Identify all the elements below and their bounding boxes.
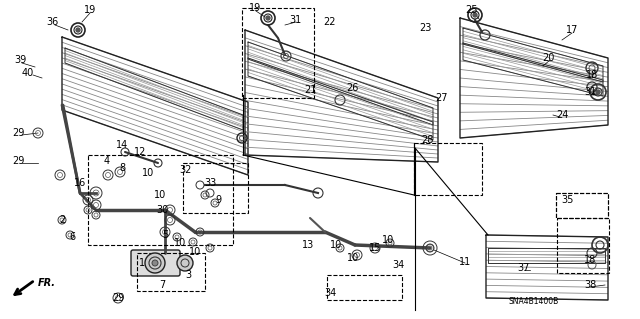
Text: 20: 20: [542, 53, 554, 63]
Text: FR.: FR.: [38, 278, 56, 288]
Text: 23: 23: [419, 23, 431, 33]
Text: 38: 38: [584, 280, 596, 290]
Bar: [183, 163, 248, 213]
Text: 22: 22: [324, 17, 336, 27]
Text: 2: 2: [59, 215, 65, 225]
Bar: [242, 8, 314, 98]
Text: 7: 7: [159, 280, 165, 290]
Circle shape: [177, 255, 193, 271]
Circle shape: [76, 28, 80, 32]
Bar: [327, 275, 402, 300]
Text: 10: 10: [174, 238, 186, 248]
Text: 25: 25: [466, 5, 478, 15]
Text: 4: 4: [104, 156, 110, 166]
Text: 16: 16: [74, 178, 86, 188]
Text: 28: 28: [421, 135, 433, 145]
Text: 19: 19: [249, 3, 261, 13]
Text: 5: 5: [162, 230, 168, 240]
Text: 11: 11: [459, 257, 471, 267]
Text: 40: 40: [22, 68, 34, 78]
Text: 10: 10: [189, 247, 201, 257]
Circle shape: [149, 257, 161, 269]
Text: 30: 30: [156, 205, 168, 215]
Circle shape: [596, 90, 600, 94]
Text: 10: 10: [330, 240, 342, 250]
Text: 32: 32: [179, 165, 191, 175]
Text: 15: 15: [369, 243, 381, 253]
Text: 26: 26: [346, 83, 358, 93]
Text: 24: 24: [556, 110, 568, 120]
Text: 8: 8: [119, 163, 125, 173]
Text: 39: 39: [14, 55, 26, 65]
Text: 9: 9: [215, 195, 221, 205]
Text: 31: 31: [584, 87, 596, 97]
Text: 34: 34: [324, 288, 336, 298]
Text: 6: 6: [69, 232, 75, 242]
Text: 29: 29: [12, 128, 24, 138]
Bar: [556, 193, 608, 218]
Text: 21: 21: [304, 85, 316, 95]
Text: SNA4B1400B: SNA4B1400B: [509, 298, 559, 307]
Circle shape: [145, 253, 165, 273]
Text: 18: 18: [586, 70, 598, 80]
Circle shape: [152, 260, 158, 266]
Text: 14: 14: [116, 140, 128, 150]
Text: 27: 27: [436, 93, 448, 103]
Text: 34: 34: [392, 260, 404, 270]
Text: 10: 10: [347, 253, 359, 263]
Circle shape: [266, 16, 270, 20]
Bar: [556, 193, 608, 218]
Text: 10: 10: [154, 190, 166, 200]
Bar: [557, 218, 609, 273]
FancyBboxPatch shape: [131, 250, 180, 276]
Text: 1: 1: [139, 258, 145, 268]
Text: 10: 10: [142, 168, 154, 178]
Text: 3: 3: [185, 270, 191, 280]
Bar: [88, 155, 233, 245]
Text: 12: 12: [134, 147, 146, 157]
Text: 37: 37: [518, 263, 530, 273]
Text: 31: 31: [289, 15, 301, 25]
Text: 13: 13: [302, 240, 314, 250]
Circle shape: [473, 13, 477, 17]
Text: 18: 18: [584, 255, 596, 265]
Bar: [137, 253, 205, 291]
Text: 29: 29: [12, 156, 24, 166]
Text: 33: 33: [204, 178, 216, 188]
Text: 19: 19: [84, 5, 96, 15]
Text: 10: 10: [382, 235, 394, 245]
Text: 36: 36: [46, 17, 58, 27]
Bar: [414, 143, 482, 195]
Text: 29: 29: [112, 293, 124, 303]
Text: 17: 17: [566, 25, 578, 35]
Text: 35: 35: [562, 195, 574, 205]
